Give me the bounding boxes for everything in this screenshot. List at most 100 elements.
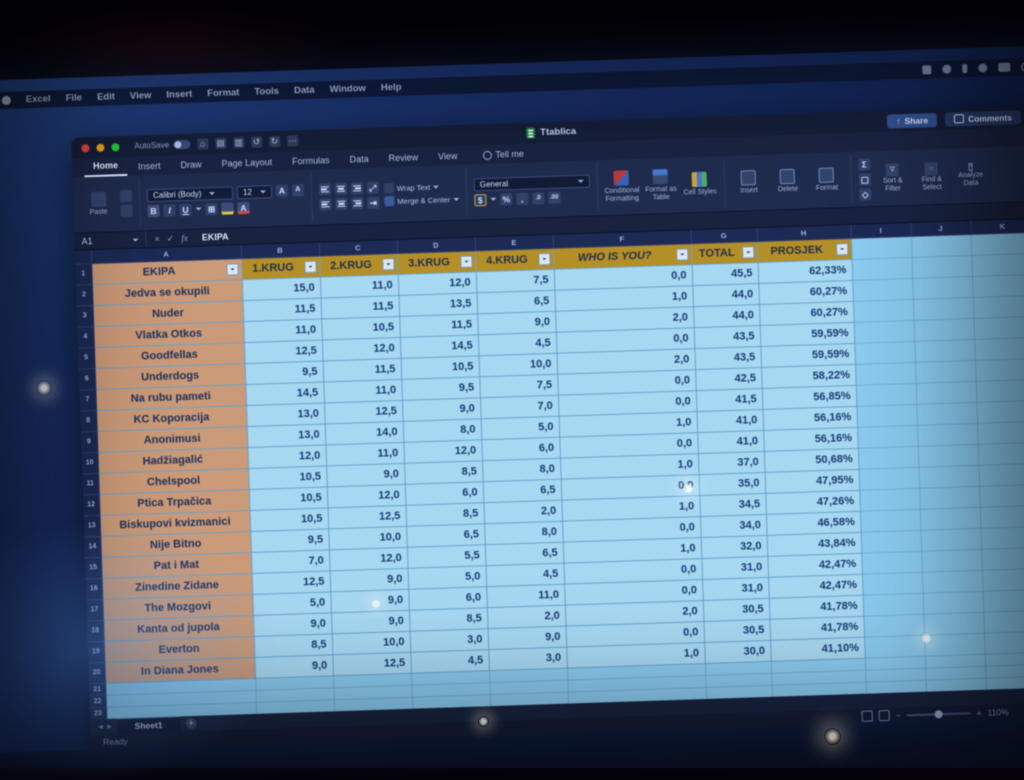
round1-cell[interactable]: 5,0: [252, 591, 331, 615]
empty-cell[interactable]: [921, 548, 982, 572]
row-header[interactable]: 22: [89, 694, 106, 708]
page-layout-view-icon[interactable]: [878, 709, 890, 722]
total-cell[interactable]: 30,5: [703, 618, 771, 643]
row-header[interactable]: 19: [87, 640, 105, 663]
empty-cell[interactable]: [864, 634, 925, 658]
empty-cell[interactable]: [913, 317, 975, 341]
empty-cell[interactable]: [910, 233, 972, 257]
row-header[interactable]: 2: [75, 284, 93, 306]
empty-cell[interactable]: [857, 424, 918, 448]
round1-cell[interactable]: 10,5: [249, 507, 329, 532]
empty-cell[interactable]: [915, 380, 977, 404]
print-icon[interactable]: ▥: [232, 137, 245, 149]
comma-style-icon[interactable]: ,: [516, 192, 529, 205]
round3-cell[interactable]: 11,5: [399, 313, 478, 337]
round2-cell[interactable]: 9,0: [330, 588, 409, 613]
round4-cell[interactable]: 9,0: [487, 625, 567, 650]
total-cell[interactable]: 44,0: [692, 283, 759, 307]
empty-cell[interactable]: [856, 403, 918, 427]
insert-cells-button[interactable]: Insert: [731, 170, 766, 196]
empty-cell[interactable]: [975, 378, 1024, 402]
autosave-toggle[interactable]: [172, 139, 191, 150]
round3-cell[interactable]: 6,5: [406, 523, 485, 547]
name-box[interactable]: A1: [74, 231, 147, 250]
round1-cell[interactable]: 9,0: [253, 612, 332, 636]
empty-cell[interactable]: [981, 546, 1024, 570]
row-header[interactable]: 6: [78, 368, 96, 390]
round2-cell[interactable]: 9,0: [326, 462, 405, 487]
round4-cell[interactable]: 10,0: [478, 352, 558, 377]
row-header[interactable]: 8: [80, 410, 97, 432]
currency-icon[interactable]: $: [474, 193, 487, 206]
empty-cell[interactable]: [973, 315, 1024, 339]
menu-item[interactable]: View: [129, 90, 152, 102]
align-right-icon[interactable]: [351, 197, 364, 210]
ribbon-tab[interactable]: Insert: [137, 160, 161, 172]
round4-header-cell[interactable]: 4.KRUG: [475, 247, 554, 272]
fill-color-button[interactable]: [221, 201, 234, 215]
empty-cell[interactable]: [916, 401, 978, 425]
font-size-select[interactable]: 12: [236, 184, 273, 199]
comments-button[interactable]: Comments: [944, 109, 1022, 127]
empty-cell[interactable]: [919, 506, 981, 530]
round1-cell[interactable]: 12,0: [247, 444, 327, 469]
total-cell[interactable]: 41,5: [695, 387, 763, 412]
font-color-button[interactable]: A: [237, 201, 250, 214]
round2-cell[interactable]: 11,0: [319, 273, 399, 298]
round2-cell[interactable]: 11,0: [323, 378, 402, 403]
empty-cell[interactable]: [984, 630, 1024, 654]
round2-cell[interactable]: 9,0: [330, 609, 410, 634]
row-header[interactable]: 16: [85, 577, 103, 600]
round3-cell[interactable]: 8,5: [408, 607, 488, 631]
empty-cell[interactable]: [971, 252, 1024, 276]
conditional-formatting-button[interactable]: Conditional Formatting: [604, 170, 640, 203]
empty-cell[interactable]: [977, 420, 1024, 444]
round3-cell[interactable]: 5,0: [407, 565, 487, 589]
next-sheet-icon[interactable]: ▸: [107, 721, 112, 731]
round3-cell[interactable]: 12,0: [403, 439, 483, 463]
round2-cell[interactable]: 10,5: [321, 315, 400, 340]
empty-cell[interactable]: [860, 529, 922, 553]
share-button[interactable]: ↑ Share: [886, 112, 938, 129]
empty-cell[interactable]: [985, 663, 1024, 678]
round1-cell[interactable]: 9,5: [250, 528, 329, 553]
select-all-corner[interactable]: [74, 250, 92, 264]
round3-cell[interactable]: 3,0: [409, 628, 489, 652]
empty-cell[interactable]: [921, 569, 983, 593]
round3-cell[interactable]: 9,0: [401, 397, 481, 421]
empty-cell[interactable]: [914, 359, 976, 383]
tell-me-control[interactable]: Tell me: [482, 149, 524, 164]
empty-cell[interactable]: [855, 382, 917, 406]
total-cell[interactable]: 41,0: [696, 408, 764, 433]
close-window-button[interactable]: [81, 143, 90, 152]
row-header[interactable]: 13: [83, 515, 101, 537]
row-header[interactable]: 3: [76, 305, 94, 327]
round2-cell[interactable]: 12,0: [326, 483, 406, 508]
row-header[interactable]: 9: [80, 431, 98, 453]
total-header-cell[interactable]: TOTAL: [690, 241, 758, 265]
round2-cell[interactable]: 10,0: [331, 630, 411, 655]
total-cell[interactable]: 34,5: [699, 492, 766, 517]
round2-cell[interactable]: 14,0: [324, 420, 404, 445]
align-middle-icon[interactable]: [334, 182, 348, 196]
empty-cell[interactable]: [255, 699, 335, 714]
menu-item[interactable]: File: [65, 92, 83, 104]
add-sheet-button[interactable]: +: [185, 717, 197, 730]
round4-cell[interactable]: 11,0: [486, 583, 565, 608]
row-header[interactable]: 10: [81, 452, 99, 474]
menu-item[interactable]: Edit: [96, 91, 116, 103]
ribbon-tab[interactable]: Review: [388, 152, 419, 164]
row-header[interactable]: 14: [84, 535, 102, 558]
total-cell[interactable]: 34,0: [699, 513, 767, 538]
zoom-level[interactable]: 110%: [987, 706, 1009, 718]
prev-sheet-icon[interactable]: ◂: [98, 722, 103, 732]
round4-cell[interactable]: 7,0: [479, 394, 559, 419]
empty-cell[interactable]: [979, 483, 1024, 507]
row-header[interactable]: 17: [86, 598, 104, 621]
align-bottom-icon[interactable]: [350, 182, 364, 195]
empty-cell[interactable]: [850, 235, 912, 259]
empty-cell[interactable]: [859, 487, 920, 511]
menu-item[interactable]: Data: [293, 84, 315, 97]
round1-header-cell[interactable]: 1.KRUG: [241, 255, 320, 280]
format-as-table-button[interactable]: Format as Table: [643, 169, 678, 202]
